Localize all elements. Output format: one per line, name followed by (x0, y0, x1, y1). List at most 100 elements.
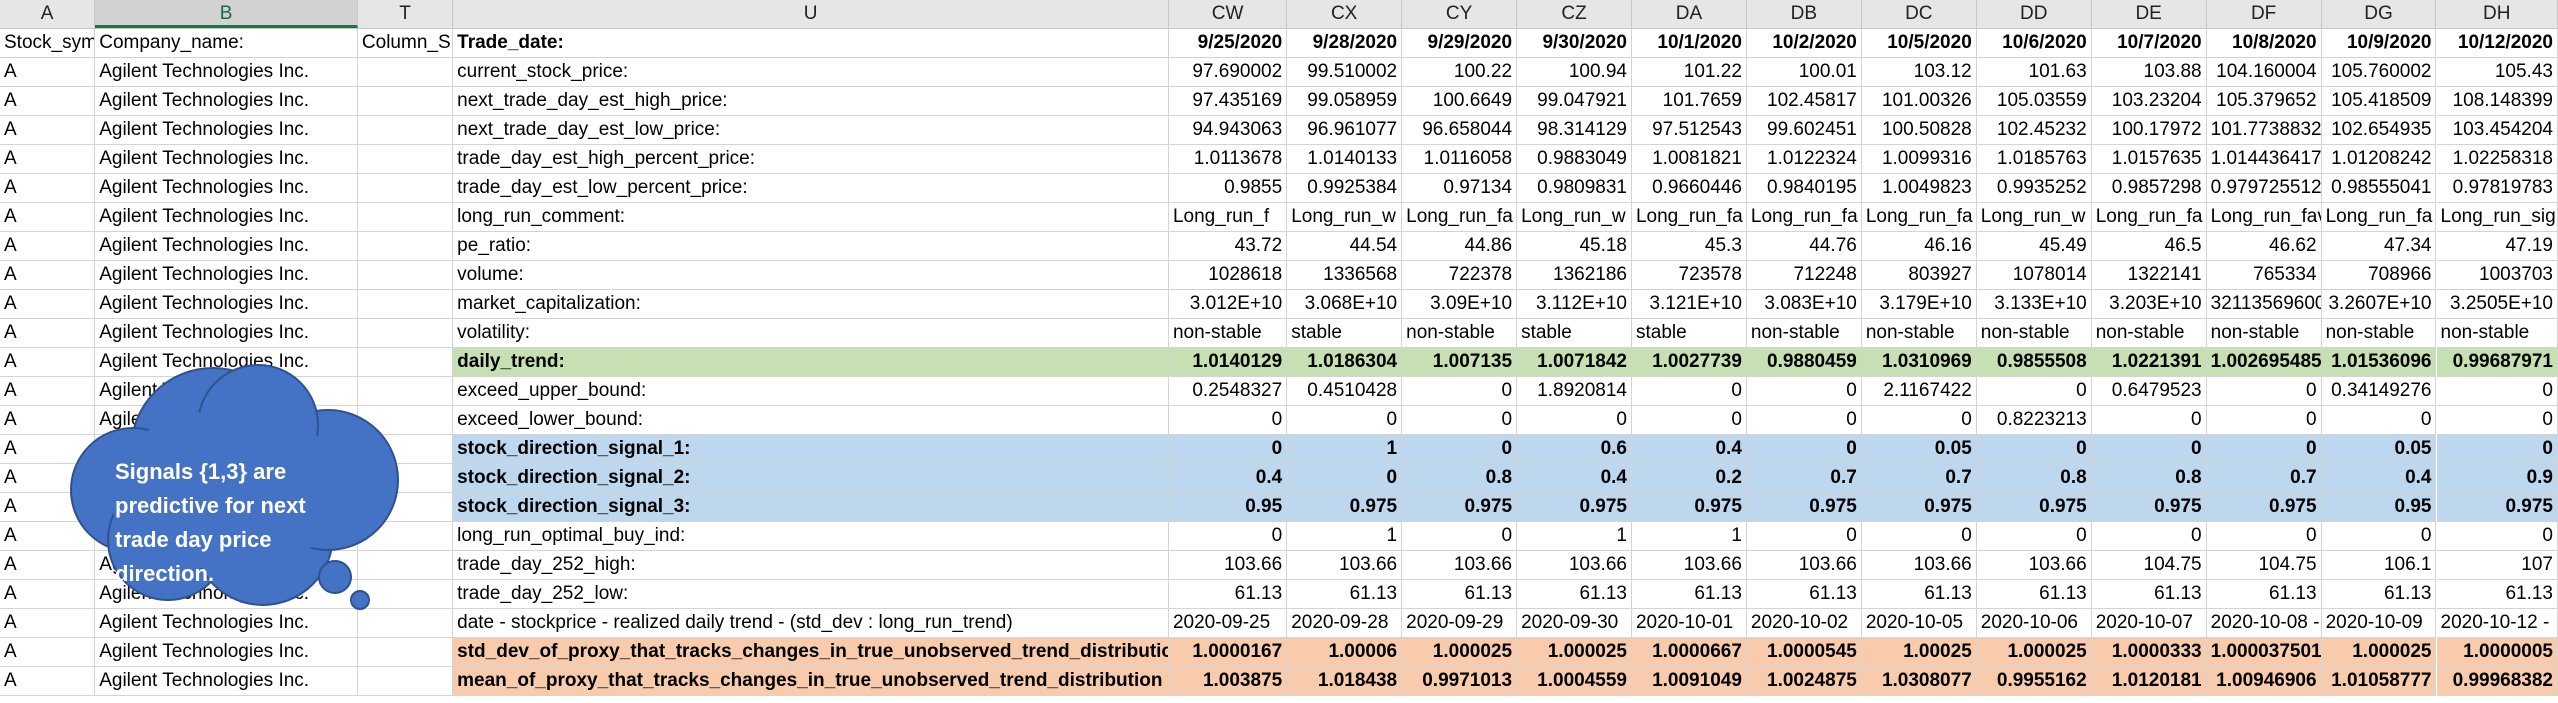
cell-value[interactable]: 0.6479523 (2091, 377, 2207, 406)
cell-symbol[interactable]: A (0, 580, 96, 609)
cell-value[interactable]: 0.05 (2321, 435, 2437, 464)
cell-value[interactable]: 1078014 (1976, 261, 2092, 290)
cell-value[interactable]: 2.1167422 (1861, 377, 1977, 406)
cell-symbol[interactable]: A (0, 203, 96, 232)
cell-value[interactable]: 0.975 (2091, 493, 2207, 522)
cell-company[interactable]: Agilent Technologies Inc. (95, 145, 358, 174)
cell-column-s[interactable] (357, 580, 454, 609)
cell-label[interactable]: mean_of_proxy_that_tracks_changes_in_tru… (453, 667, 1169, 696)
cell-symbol[interactable]: A (0, 667, 96, 696)
cell-value[interactable]: 44.76 (1746, 232, 1862, 261)
cell-value[interactable]: 0 (1402, 435, 1518, 464)
column-header-cx[interactable]: CX (1287, 0, 1403, 28)
cell-value[interactable]: 61.13 (2321, 580, 2437, 609)
cell-value[interactable]: 3.068E+10 (1287, 290, 1403, 319)
cell-symbol[interactable]: A (0, 116, 96, 145)
cell-value[interactable]: 97.512543 (1631, 116, 1747, 145)
cell-label[interactable]: stock_direction_signal_1: (453, 435, 1169, 464)
cell-value[interactable]: 0.99968382 (2436, 667, 2558, 696)
cell-value[interactable]: 1.000025 (1402, 638, 1518, 667)
cell-value[interactable]: 1.0081821 (1631, 145, 1747, 174)
cloud-callout-shape[interactable] (58, 355, 450, 620)
cell-value[interactable]: Long_run_fa (1861, 203, 1977, 232)
cell-value[interactable]: 0 (1746, 377, 1862, 406)
column-header-dc[interactable]: DC (1862, 0, 1977, 28)
cell-value[interactable]: 1.00025 (1861, 638, 1977, 667)
cell-value[interactable]: 0.9855508 (1976, 348, 2092, 377)
cell-value[interactable]: 9/28/2020 (1287, 29, 1403, 58)
cell-value[interactable]: 0 (1402, 406, 1518, 435)
cell-value[interactable]: 0 (2091, 435, 2207, 464)
cell-value[interactable]: 108.148399 (2436, 87, 2558, 116)
cell-value[interactable]: 1.0071842 (1517, 348, 1632, 377)
cell-value[interactable]: 0.9660446 (1631, 174, 1747, 203)
cell-value[interactable]: 0 (2206, 406, 2322, 435)
cell-value[interactable]: 1028618 (1168, 261, 1288, 290)
cell-value[interactable]: 100.17972 (2091, 116, 2207, 145)
cell-value[interactable]: 96.961077 (1287, 116, 1403, 145)
cell-value[interactable]: 0.9857298 (2091, 174, 2207, 203)
cell-value[interactable]: 708966 (2321, 261, 2437, 290)
cell-value[interactable]: 0 (2436, 435, 2558, 464)
cell-value[interactable]: 0 (1168, 406, 1288, 435)
cell-value[interactable]: 2020-10-08 - $ (2206, 609, 2322, 638)
cell-value[interactable]: 32113569600 (2206, 290, 2322, 319)
cell-value[interactable]: Long_run_fa (1631, 203, 1747, 232)
cell-value[interactable]: 0.9809831 (1517, 174, 1632, 203)
cell-company[interactable]: Agilent Technologies Inc. (95, 638, 358, 667)
cell-label[interactable]: trade_day_est_high_percent_price: (453, 145, 1169, 174)
cell-value[interactable]: 103.88 (2091, 58, 2207, 87)
cell-value[interactable]: 104.75 (2091, 551, 2207, 580)
cell-value[interactable]: non-stable (1976, 319, 2092, 348)
cell-value[interactable]: 0.975 (1517, 493, 1632, 522)
cell-value[interactable]: non-stable (1402, 319, 1518, 348)
cell-value[interactable]: 0 (2436, 377, 2558, 406)
cell-column-s[interactable] (357, 87, 454, 116)
column-header-u[interactable]: U (453, 0, 1169, 28)
cell-value[interactable]: 1.01058777 (2321, 667, 2437, 696)
cell-column-s[interactable] (357, 58, 454, 87)
cell-column-s[interactable] (357, 638, 454, 667)
cell-column-s[interactable] (357, 203, 454, 232)
cell-value[interactable]: 104.75 (2206, 551, 2322, 580)
cell-value[interactable]: 61.13 (2436, 580, 2558, 609)
cell-value[interactable]: 1.0310969 (1861, 348, 1977, 377)
cell-value[interactable]: 102.45817 (1746, 87, 1862, 116)
cell-value[interactable]: 0 (2091, 522, 2207, 551)
cell-value[interactable]: 0.4 (2321, 464, 2437, 493)
cell-value[interactable]: Long_run_fa (2321, 203, 2437, 232)
cell-value[interactable]: 1.0140129 (1168, 348, 1288, 377)
cell-value[interactable]: 3.2505E+10 (2436, 290, 2558, 319)
cell-value[interactable]: 1.00006 (1287, 638, 1403, 667)
cell-value[interactable]: 10/1/2020 (1631, 29, 1747, 58)
cell-value[interactable]: 0 (1402, 377, 1518, 406)
cell-column-s[interactable] (357, 667, 454, 696)
cell-value[interactable]: 1.0091049 (1631, 667, 1747, 696)
cell-value[interactable]: 0.979725512 (2206, 174, 2322, 203)
cell-value[interactable]: 0 (2436, 522, 2558, 551)
cell-value[interactable]: 0 (1976, 522, 2092, 551)
cell-value[interactable]: 0 (1976, 377, 2092, 406)
cell-value[interactable]: 61.13 (1631, 580, 1747, 609)
cell-value[interactable]: 1.0000005 (2436, 638, 2558, 667)
cell-value[interactable]: 722378 (1402, 261, 1518, 290)
cell-value[interactable]: 100.94 (1517, 58, 1632, 87)
cell-value[interactable]: 107 (2436, 551, 2558, 580)
cell-company[interactable]: Agilent Technologies Inc. (95, 232, 358, 261)
cell-value[interactable]: 0.975 (1976, 493, 2092, 522)
cell-value[interactable]: 0.8 (1402, 464, 1518, 493)
cell-value[interactable]: 0.9 (2436, 464, 2558, 493)
cell-value[interactable]: 2020-10-01 (1631, 609, 1747, 638)
cell-company[interactable]: Agilent Technologies Inc. (95, 609, 358, 638)
cell-value[interactable]: 2020-10-06 (1976, 609, 2092, 638)
cell-column-s[interactable] (357, 116, 454, 145)
cell-value[interactable]: 0.9955162 (1976, 667, 2092, 696)
cell-value[interactable]: 0.7 (1746, 464, 1862, 493)
cell-value[interactable]: 100.50828 (1861, 116, 1977, 145)
cell-symbol[interactable]: A (0, 145, 96, 174)
cell-value[interactable]: 0.975 (1861, 493, 1977, 522)
cell-label[interactable]: stock_direction_signal_3: (453, 493, 1169, 522)
cell-value[interactable]: 0 (1517, 406, 1632, 435)
cell-value[interactable]: 10/9/2020 (2321, 29, 2437, 58)
cell-value[interactable]: 0.2548327 (1168, 377, 1288, 406)
